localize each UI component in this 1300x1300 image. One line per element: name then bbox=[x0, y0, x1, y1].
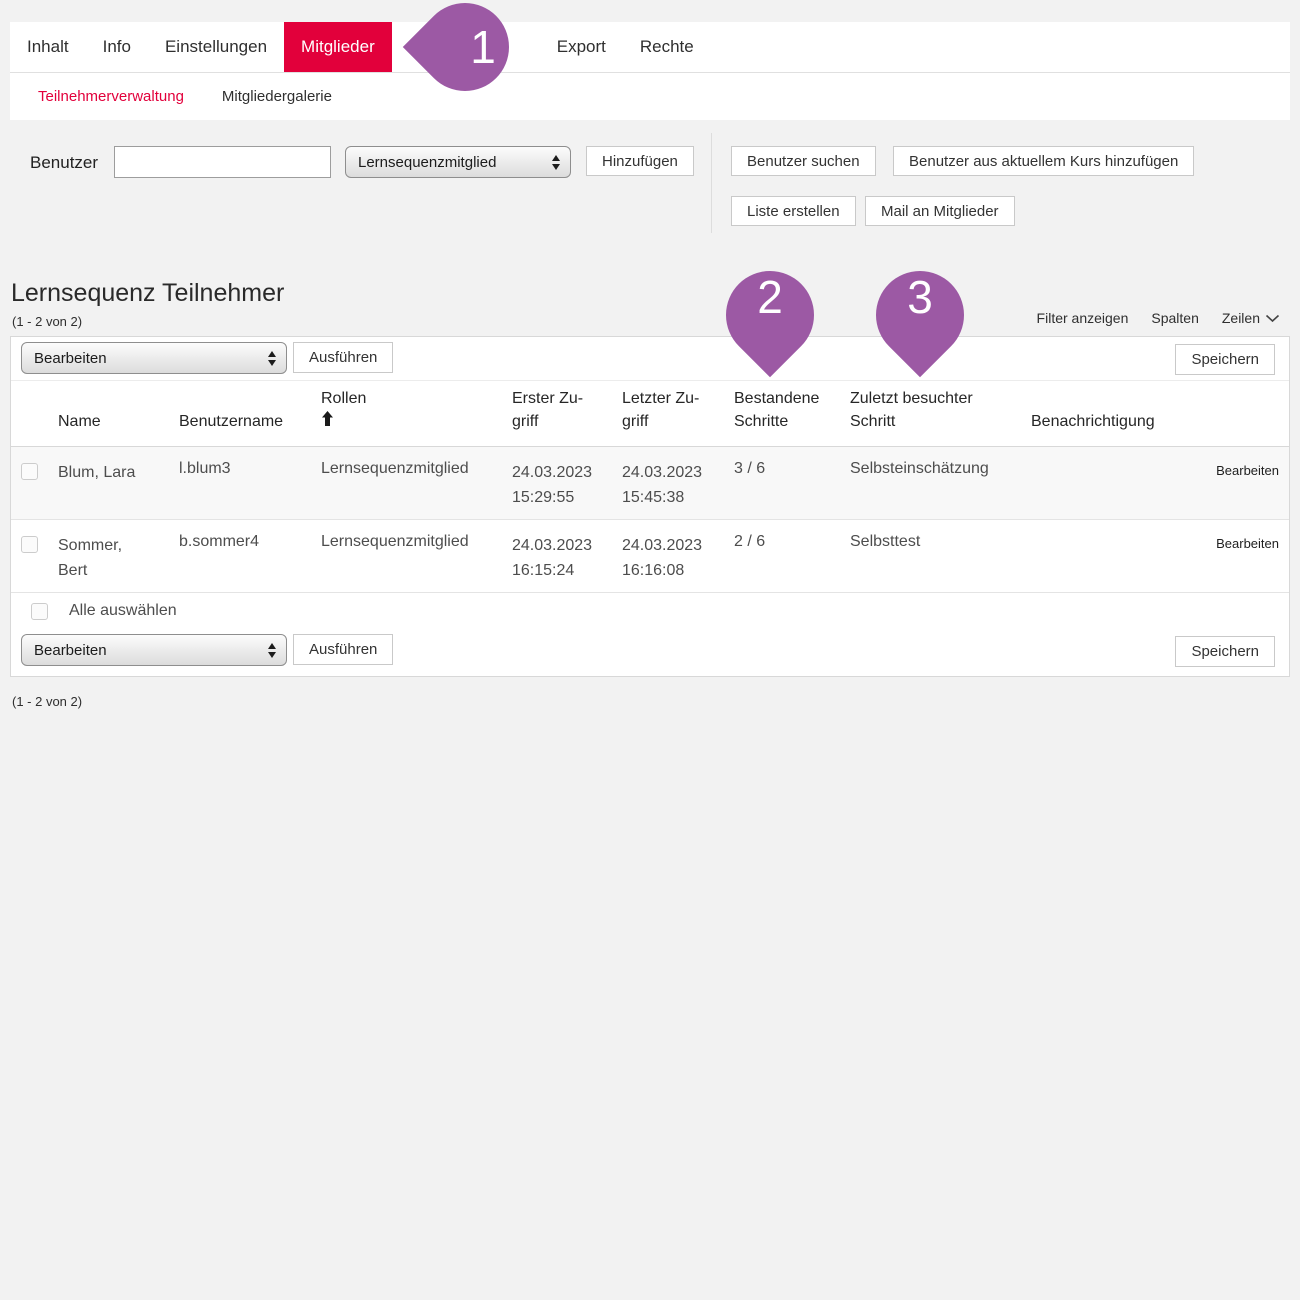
header-zuletzt-besuchter-schritt[interactable]: Zuletzt besuchter Schritt bbox=[850, 390, 973, 430]
cell-erster-zugriff: 24.03.2023 16:15:24 bbox=[512, 537, 593, 579]
table-header-row: Name Benutzername Rollen Erster Zu- grif… bbox=[11, 380, 1289, 447]
header-name[interactable]: Name bbox=[58, 413, 101, 430]
marker-number: 2 bbox=[757, 271, 783, 323]
cell-bestandene-schritte: 2 / 6 bbox=[734, 533, 766, 550]
tab-spacer bbox=[392, 22, 540, 72]
cell-bestandene-schritte: 3 / 6 bbox=[734, 460, 766, 477]
cell-name: Sommer, Bert bbox=[58, 537, 123, 579]
marker-number: 3 bbox=[907, 271, 933, 323]
tab-export[interactable]: Export bbox=[556, 37, 606, 56]
pagination-top: (1 - 2 von 2) bbox=[12, 314, 83, 329]
table-row: Blum, Lara l.blum3 Lernsequenzmitglied 2… bbox=[11, 447, 1289, 520]
select-updown-icon bbox=[268, 350, 276, 366]
role-select[interactable]: Lernsequenzmitglied bbox=[345, 146, 571, 178]
cell-rolle: Lernsequenzmitglied bbox=[321, 533, 469, 550]
chevron-down-icon bbox=[1265, 314, 1280, 322]
header-rollen[interactable]: Rollen bbox=[321, 387, 512, 433]
participants-table-panel: Bearbeiten Ausführen Speichern Name Benu… bbox=[10, 336, 1290, 677]
sub-tabs: Teilnehmerverwaltung Mitgliedergalerie bbox=[10, 73, 1290, 120]
header-letzter-zugriff[interactable]: Letzter Zu- griff bbox=[622, 390, 700, 430]
action-select-bottom[interactable]: Bearbeiten bbox=[21, 634, 287, 666]
cell-name: Blum, Lara bbox=[58, 464, 136, 481]
table-toolbar-top: Bearbeiten Ausführen Speichern bbox=[11, 337, 1289, 380]
table-toolbar-bottom: Bearbeiten Ausführen Speichern bbox=[11, 629, 1289, 676]
action-select-top[interactable]: Bearbeiten bbox=[21, 342, 287, 374]
select-all-label: Alle auswählen bbox=[69, 602, 177, 619]
spalten-link[interactable]: Spalten bbox=[1151, 310, 1199, 326]
benutzer-label: Benutzer bbox=[30, 153, 99, 172]
tab-rechte[interactable]: Rechte bbox=[639, 37, 694, 56]
filter-anzeigen-link[interactable]: Filter anzeigen bbox=[1036, 310, 1129, 326]
liste-erstellen-button[interactable]: Liste erstellen bbox=[731, 196, 856, 226]
row-checkbox[interactable] bbox=[21, 536, 38, 553]
header-erster-zugriff[interactable]: Erster Zu- griff bbox=[512, 390, 584, 430]
tab-inhalt[interactable]: Inhalt bbox=[27, 37, 69, 56]
sort-ascending-icon bbox=[322, 411, 333, 426]
zeilen-label: Zeilen bbox=[1221, 310, 1260, 326]
cell-letzter-zugriff: 24.03.2023 15:45:38 bbox=[622, 464, 703, 506]
action-select-bottom-value: Bearbeiten bbox=[34, 641, 107, 659]
cell-zuletzt-besuchter-schritt: Selbsttest bbox=[850, 533, 921, 550]
view-controls: Filter anzeigen Spalten Zeilen bbox=[1037, 310, 1280, 326]
section-title: Lernsequenz Teilnehmer bbox=[11, 279, 285, 307]
mail-an-mitglieder-button[interactable]: Mail an Mitglieder bbox=[865, 196, 1015, 226]
subtab-mitgliedergalerie[interactable]: Mitgliedergalerie bbox=[221, 88, 332, 105]
header-benachrichtigung[interactable]: Benachrichtigung bbox=[1031, 413, 1155, 430]
tab-mitglieder[interactable]: Mitglieder bbox=[284, 22, 392, 72]
benutzer-aus-kurs-button[interactable]: Benutzer aus aktuellem Kurs hinzufügen bbox=[893, 146, 1195, 176]
benutzer-input[interactable] bbox=[114, 146, 331, 178]
header-benutzername[interactable]: Benutzername bbox=[179, 413, 284, 430]
select-updown-icon bbox=[268, 642, 276, 658]
tab-einstellungen[interactable]: Einstellungen bbox=[164, 37, 268, 56]
pagination-bottom: (1 - 2 von 2) bbox=[12, 694, 83, 709]
hinzufuegen-button[interactable]: Hinzufügen bbox=[586, 146, 694, 176]
action-select-top-value: Bearbeiten bbox=[34, 349, 107, 367]
select-all-checkbox[interactable] bbox=[31, 602, 48, 620]
cell-benutzername: l.blum3 bbox=[179, 460, 231, 477]
select-all-row: Alle auswählen bbox=[11, 593, 1289, 629]
cell-rolle: Lernsequenzmitglied bbox=[321, 460, 469, 477]
select-updown-icon bbox=[552, 154, 560, 170]
top-navigation: Inhalt Info Einstellungen Mitglieder Exp… bbox=[10, 22, 1290, 120]
role-select-value: Lernsequenzmitglied bbox=[358, 153, 497, 171]
row-bearbeiten-link[interactable]: Bearbeiten bbox=[1216, 536, 1279, 551]
row-bearbeiten-link[interactable]: Bearbeiten bbox=[1216, 463, 1279, 478]
tab-info[interactable]: Info bbox=[102, 37, 131, 56]
subtab-teilnehmerverwaltung[interactable]: Teilnehmerverwaltung bbox=[38, 88, 184, 105]
benutzer-suchen-button[interactable]: Benutzer suchen bbox=[731, 146, 876, 176]
cell-erster-zugriff: 24.03.2023 15:29:55 bbox=[512, 464, 593, 506]
zeilen-link[interactable]: Zeilen bbox=[1222, 310, 1280, 326]
form-divider bbox=[711, 133, 712, 233]
ausfuehren-button-top[interactable]: Ausführen bbox=[293, 342, 394, 373]
cell-benutzername: b.sommer4 bbox=[179, 533, 260, 550]
cell-letzter-zugriff: 24.03.2023 16:16:08 bbox=[622, 537, 703, 579]
row-checkbox[interactable] bbox=[21, 463, 38, 480]
cell-zuletzt-besuchter-schritt: Selbsteinschätzung bbox=[850, 460, 989, 477]
table-row: Sommer, Bert b.sommer4 Lernsequenzmitgli… bbox=[11, 520, 1289, 593]
header-bestandene-schritte[interactable]: Bestandene Schritte bbox=[734, 390, 820, 430]
speichern-button-bottom[interactable]: Speichern bbox=[1175, 636, 1275, 667]
ausfuehren-button-bottom[interactable]: Ausführen bbox=[293, 634, 394, 665]
speichern-button-top[interactable]: Speichern bbox=[1175, 344, 1275, 375]
main-tabs: Inhalt Info Einstellungen Mitglieder Exp… bbox=[10, 22, 1290, 73]
